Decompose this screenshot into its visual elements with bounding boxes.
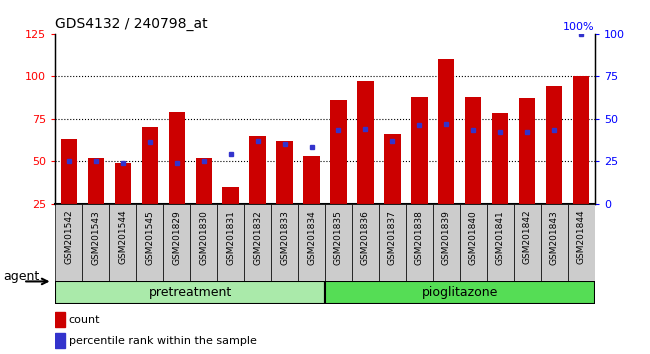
Bar bbox=[358, 81, 374, 204]
Text: GSM201837: GSM201837 bbox=[388, 210, 397, 265]
Text: GSM201836: GSM201836 bbox=[361, 210, 370, 265]
Text: GSM201834: GSM201834 bbox=[307, 210, 316, 264]
Bar bbox=[60, 139, 77, 204]
Bar bbox=[298, 204, 325, 281]
Bar bbox=[460, 204, 487, 281]
Bar bbox=[465, 97, 482, 204]
Text: GSM201543: GSM201543 bbox=[91, 210, 100, 264]
Text: GSM201840: GSM201840 bbox=[469, 210, 478, 264]
Bar bbox=[304, 156, 320, 204]
Bar bbox=[433, 204, 460, 281]
Text: GSM201843: GSM201843 bbox=[550, 210, 559, 264]
Bar bbox=[190, 204, 217, 281]
Bar bbox=[136, 204, 163, 281]
Text: GSM201839: GSM201839 bbox=[442, 210, 451, 265]
Text: GSM201831: GSM201831 bbox=[226, 210, 235, 265]
Bar bbox=[568, 204, 595, 281]
Bar bbox=[384, 134, 400, 204]
Text: GSM201542: GSM201542 bbox=[64, 210, 73, 264]
Bar bbox=[142, 127, 158, 204]
Bar bbox=[250, 136, 266, 204]
Text: GSM201829: GSM201829 bbox=[172, 210, 181, 264]
Bar bbox=[55, 312, 65, 327]
Text: GSM201832: GSM201832 bbox=[253, 210, 262, 264]
Text: count: count bbox=[69, 315, 100, 325]
Bar bbox=[82, 204, 109, 281]
Bar bbox=[109, 204, 136, 281]
Bar bbox=[196, 158, 212, 204]
Text: GDS4132 / 240798_at: GDS4132 / 240798_at bbox=[55, 17, 208, 31]
Bar bbox=[88, 158, 104, 204]
Bar bbox=[438, 59, 454, 204]
Bar bbox=[55, 281, 325, 304]
Bar bbox=[163, 204, 190, 281]
Bar bbox=[519, 98, 536, 204]
Text: GSM201838: GSM201838 bbox=[415, 210, 424, 265]
Bar bbox=[55, 333, 65, 348]
Text: GSM201544: GSM201544 bbox=[118, 210, 127, 264]
Bar bbox=[406, 204, 433, 281]
Text: pretreatment: pretreatment bbox=[148, 286, 232, 299]
Text: GSM201835: GSM201835 bbox=[334, 210, 343, 265]
Text: GSM201545: GSM201545 bbox=[145, 210, 154, 264]
Bar bbox=[325, 281, 595, 304]
Bar bbox=[546, 86, 562, 204]
Text: GSM201842: GSM201842 bbox=[523, 210, 532, 264]
Bar bbox=[573, 76, 590, 204]
Text: GSM201830: GSM201830 bbox=[199, 210, 208, 265]
Bar bbox=[514, 204, 541, 281]
Text: GSM201844: GSM201844 bbox=[577, 210, 586, 264]
Bar bbox=[114, 163, 131, 204]
Bar bbox=[222, 187, 239, 204]
Bar bbox=[244, 204, 271, 281]
Bar bbox=[325, 204, 352, 281]
Bar bbox=[55, 204, 83, 281]
Bar bbox=[492, 114, 508, 204]
Bar bbox=[487, 204, 514, 281]
Text: percentile rank within the sample: percentile rank within the sample bbox=[69, 336, 257, 346]
Bar bbox=[271, 204, 298, 281]
Bar bbox=[168, 112, 185, 204]
Bar bbox=[541, 204, 568, 281]
Bar bbox=[352, 204, 379, 281]
Text: GSM201841: GSM201841 bbox=[496, 210, 505, 264]
Bar bbox=[330, 100, 346, 204]
Bar bbox=[276, 141, 292, 204]
Text: agent: agent bbox=[3, 270, 39, 283]
Bar bbox=[217, 204, 244, 281]
Bar bbox=[411, 97, 428, 204]
Text: pioglitazone: pioglitazone bbox=[422, 286, 498, 299]
Text: 100%: 100% bbox=[563, 22, 595, 32]
Bar bbox=[379, 204, 406, 281]
Text: GSM201833: GSM201833 bbox=[280, 210, 289, 265]
